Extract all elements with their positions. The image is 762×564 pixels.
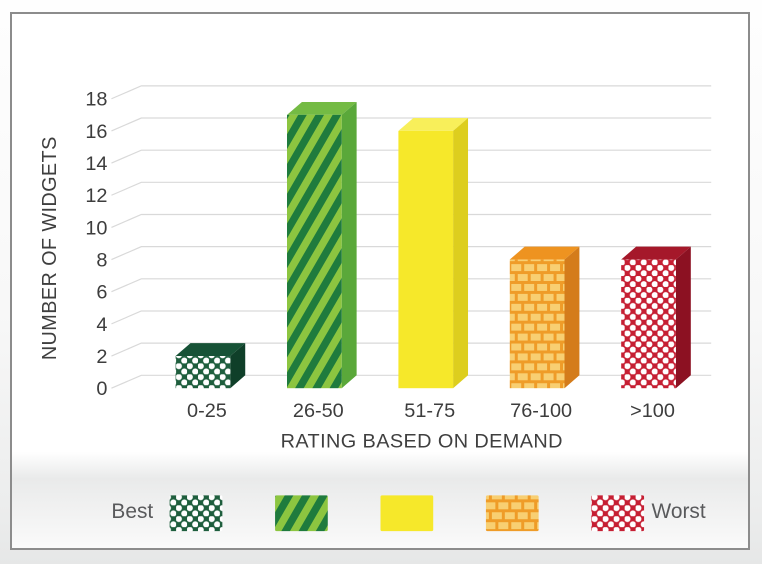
x-axis-title: RATING BASED ON DEMAND — [281, 431, 563, 453]
bar-76-100 — [509, 246, 580, 389]
chart-panel: 0 2 4 6 8 10 12 14 16 18 0-25 26-50 51-75 76-100 >100… — [10, 12, 750, 550]
legend-swatch-1 — [169, 495, 223, 532]
y-axis-tick-labels: 0 2 4 6 8 10 12 14 16 18 — [85, 89, 107, 400]
bar->100 — [621, 246, 691, 389]
y-tick-4: 4 — [96, 314, 107, 336]
gridlines — [111, 85, 712, 389]
bar-51-75 — [398, 118, 469, 389]
x-category-3: 51-75 — [404, 400, 455, 422]
y-tick-16: 16 — [85, 121, 107, 143]
bar-0-25 — [175, 343, 246, 389]
x-axis-category-labels: 0-25 26-50 51-75 76-100 >100 — [187, 400, 675, 422]
y-tick-0: 0 — [96, 378, 107, 400]
x-category-4: 76-100 — [510, 400, 572, 422]
y-tick-2: 2 — [96, 346, 107, 368]
legend-swatch-4 — [485, 495, 539, 532]
legend-swatch-3 — [380, 495, 434, 532]
legend-worst-label: Worst — [652, 500, 706, 523]
legend-swatch-5 — [591, 495, 645, 532]
y-tick-18: 18 — [85, 89, 107, 111]
x-category-2: 26-50 — [293, 400, 344, 422]
y-tick-8: 8 — [96, 250, 107, 272]
legend-swatch-2 — [275, 495, 328, 532]
widgets-bar-chart: 0 2 4 6 8 10 12 14 16 18 0-25 26-50 51-75 76-100 >100… — [39, 85, 712, 532]
bars — [175, 101, 691, 389]
y-tick-12: 12 — [85, 185, 107, 207]
legend: Best Worst — [111, 495, 706, 532]
y-axis-title: NUMBER OF WIDGETS — [39, 136, 61, 360]
bar-26-50 — [287, 101, 357, 389]
legend-swatches — [169, 495, 645, 532]
y-tick-10: 10 — [85, 217, 107, 239]
x-category-5: >100 — [630, 400, 675, 422]
y-tick-14: 14 — [85, 153, 107, 175]
legend-best-label: Best — [111, 500, 153, 523]
y-tick-6: 6 — [96, 282, 107, 304]
x-category-1: 0-25 — [187, 400, 227, 422]
